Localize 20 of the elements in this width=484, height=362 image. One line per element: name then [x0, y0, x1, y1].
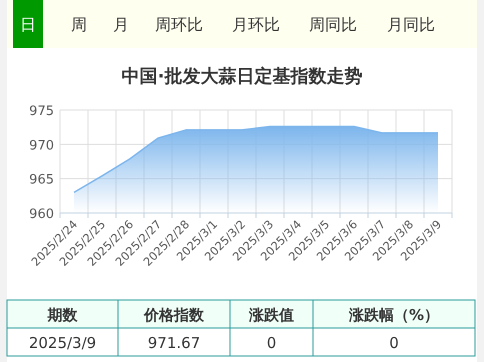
y-tick-label: 975 [29, 104, 54, 119]
y-tick-label: 970 [29, 138, 54, 154]
text: 0 [266, 334, 276, 352]
text: 周 [71, 15, 87, 34]
text: 周环比 [155, 15, 203, 34]
text: 0 [389, 334, 399, 352]
y-tick-label: 960 [29, 207, 54, 222]
text: 月环比 [232, 15, 280, 34]
text: 期数 [46, 306, 78, 324]
text: 涨跌值 [248, 306, 294, 324]
text: 2025/3/9 [28, 334, 96, 352]
text: 月同比 [387, 15, 435, 34]
y-tick-label: 965 [29, 172, 54, 188]
text: 971.67 [148, 334, 200, 352]
text: 价格指数 [143, 306, 205, 324]
chart-title: 中国·批发大蒜日定基指数走势 [122, 66, 362, 87]
text: 月 [113, 15, 129, 34]
text: 日 [20, 15, 36, 34]
text: 涨跌幅（%） [348, 306, 440, 324]
text: 周同比 [309, 15, 357, 34]
